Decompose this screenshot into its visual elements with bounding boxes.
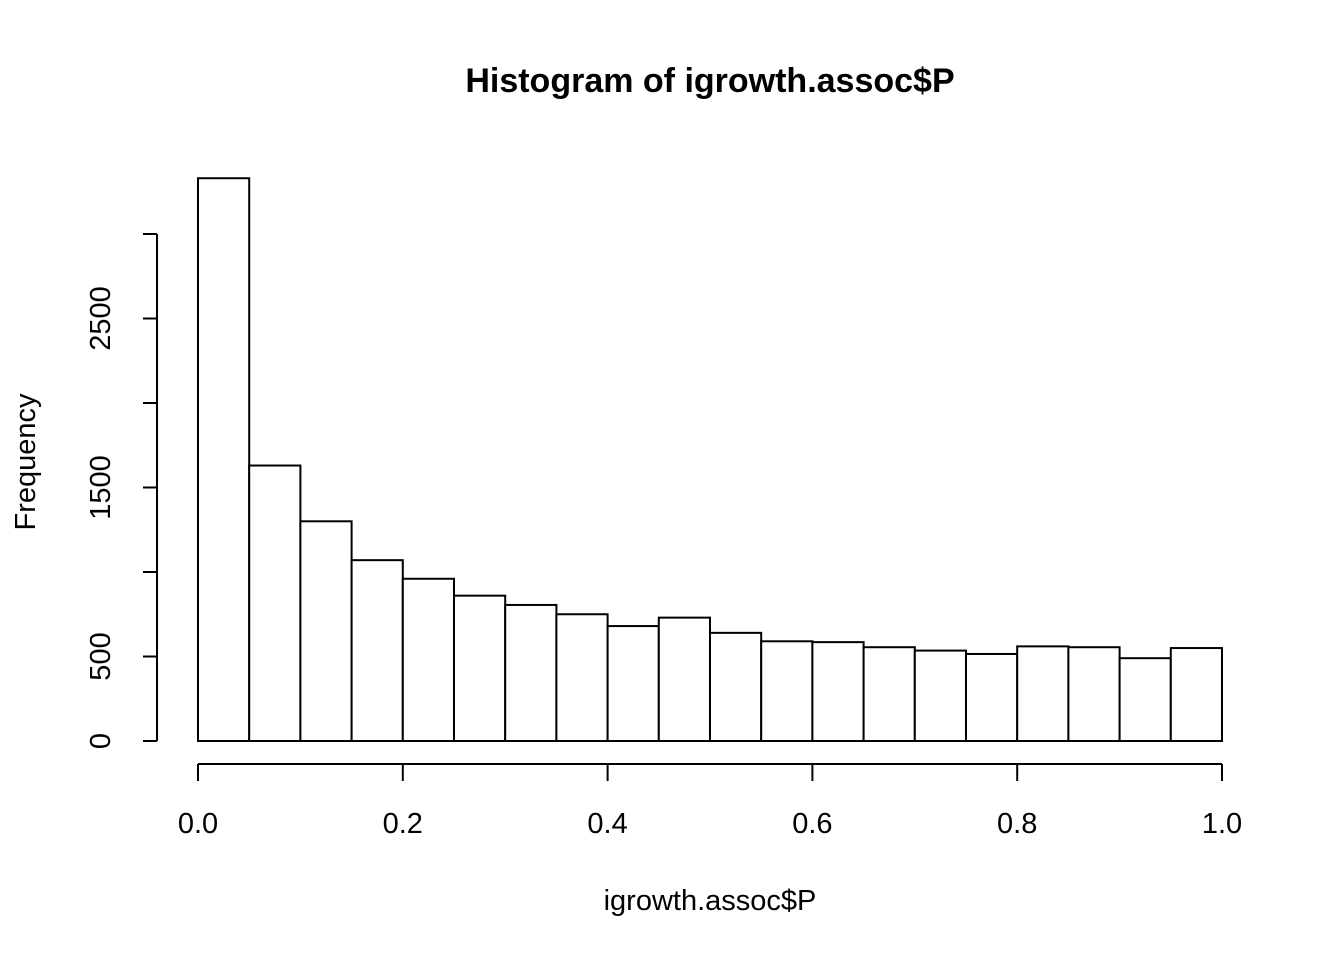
- histogram-bar: [811, 641, 865, 743]
- histogram-bar: [1169, 647, 1224, 742]
- histogram-bar: [401, 577, 455, 743]
- x-tick-label: 0.0: [178, 808, 218, 840]
- histogram-bar: [1118, 657, 1172, 742]
- histogram-bar: [760, 640, 814, 742]
- histogram-bar: [453, 594, 507, 742]
- histogram-bar: [299, 520, 353, 742]
- y-axis-label: Frequency: [10, 393, 42, 531]
- x-tick-label: 0.2: [383, 808, 423, 840]
- histogram-bar: [504, 603, 558, 743]
- x-axis-label: igrowth.assoc$P: [604, 885, 817, 917]
- histogram-bar: [1067, 646, 1121, 743]
- x-tick-label: 0.6: [792, 808, 832, 840]
- y-tick-label: 2500: [85, 286, 117, 351]
- histogram-bar: [657, 616, 711, 743]
- histogram-bar: [1016, 645, 1070, 742]
- histogram-bar: [606, 625, 660, 743]
- histogram-bar: [197, 177, 251, 743]
- x-axis: 0.0 0.2 0.4 0.6 0.8 1.0: [178, 763, 1242, 840]
- y-tick-label: 0: [85, 733, 117, 749]
- histogram-bar: [862, 646, 916, 743]
- histogram-bar: [709, 631, 763, 743]
- chart-title: Histogram of igrowth.assoc$P: [465, 62, 954, 100]
- y-tick-label: 500: [85, 632, 117, 680]
- x-tick-label: 0.8: [997, 808, 1037, 840]
- y-axis: 0 500 1500 2500: [85, 233, 158, 749]
- bars-group: [197, 177, 1224, 743]
- histogram-bar: [350, 559, 404, 742]
- x-tick-label: 1.0: [1202, 808, 1242, 840]
- y-tick-label: 1500: [85, 455, 117, 520]
- histogram-bar: [555, 613, 609, 742]
- histogram-bar: [965, 652, 1019, 743]
- x-tick-label: 0.4: [587, 808, 627, 840]
- histogram-bar: [913, 649, 967, 743]
- histogram-bar: [248, 464, 302, 742]
